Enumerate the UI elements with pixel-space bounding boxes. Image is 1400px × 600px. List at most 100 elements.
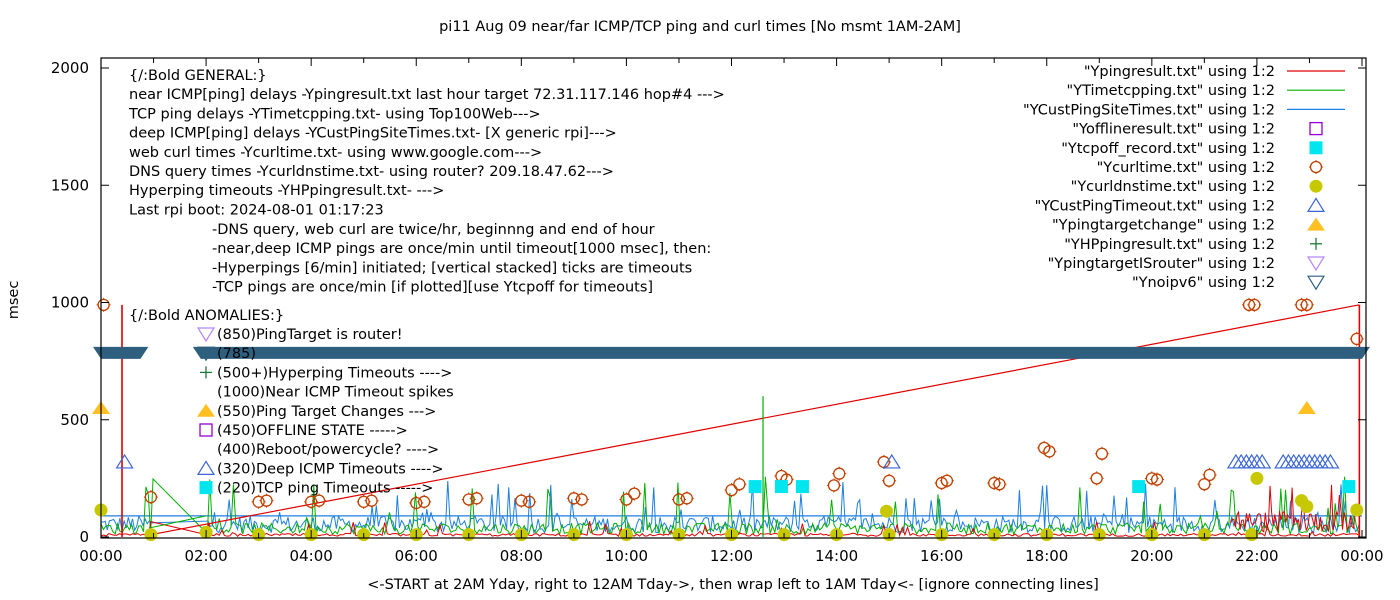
point-ycurltimetxt [826, 478, 841, 493]
legend-entry-label: "Ycurltime.txt" using 1:2 [1097, 160, 1275, 176]
series-line-ypingresult-late [1230, 484, 1356, 533]
point-ycurltimetxt [566, 491, 581, 506]
legend-entry-marker [1309, 160, 1323, 174]
anomaly-marker [196, 346, 216, 362]
point-ypingtargetchange [1297, 401, 1316, 415]
point-ycurltimetxt [939, 473, 954, 488]
series-line-ytimetcpping [100, 476, 1360, 536]
point-ycurltimetxt [312, 493, 327, 508]
point-ycurltimetxt-shape [417, 495, 431, 508]
point-ycurldnstimetxt [1245, 528, 1259, 542]
point-ycurltimetxt [987, 476, 1002, 491]
point-ycurldnstimetxt [879, 504, 893, 518]
legend-entry-marker [1306, 275, 1326, 291]
point-ytcpoffrecordtxt-shape [795, 480, 809, 494]
note-indented-line: -TCP pings are once/min [if plotted][use… [212, 280, 653, 296]
point-ycustpingtimeouttxt [1279, 453, 1298, 469]
point-ycustpingtimeouttxt [1237, 453, 1256, 469]
x-tick-label: 06:00 [395, 547, 438, 565]
x-tick-label: 20:00 [1130, 547, 1173, 565]
legend-entry-marker-shape [1306, 256, 1326, 272]
anomaly-label: (850)PingTarget is router! [217, 327, 403, 343]
axes: 0 500 1000 1500 2000 00:00 02:00 04:00 06:00 08:0… [51, 57, 1384, 565]
point-ycurltimetxt [1197, 477, 1212, 492]
legend-entry-marker [1306, 256, 1326, 272]
point-ycustpingtimeouttxt-shape [1321, 453, 1340, 469]
point-ycurldnstimetxt-shape [1300, 500, 1314, 514]
anomaly-label: (500+)Hyperping Timeouts ----> [217, 365, 452, 381]
point-ycustpingtimeouttxt [1300, 453, 1319, 469]
y-tick-label: 1000 [51, 294, 89, 312]
point-ycurltimetxt [1349, 331, 1364, 346]
point-ycurldnstimetxt [1250, 471, 1264, 485]
point-ycurltimetxt-shape [365, 494, 378, 507]
point-ycurldnstimetxt [1300, 500, 1314, 514]
note-line: web curl times -Ycurltime.txt- using www… [129, 145, 542, 161]
point-ycustpingtimeouttxt [882, 453, 901, 469]
point-ycurltimetxt-shape [252, 495, 265, 508]
point-ycustpingtimeouttxt-shape [1253, 453, 1272, 469]
point-ycurltimetxt-shape [827, 479, 841, 492]
legend-entry-label: "Yofflineresult.txt" using 1:2 [1072, 122, 1275, 138]
legend-entry-marker-shape [1309, 179, 1323, 193]
note-indented-line: -near,deep ICMP pings are once/min until… [212, 241, 711, 257]
legend-entry-marker [1306, 197, 1326, 212]
point-ycurltimetxt-shape [567, 492, 581, 505]
point-ycustpingtimeouttxt-shape [1289, 453, 1309, 469]
chart-title: pi11 Aug 09 near/far ICMP/TCP ping and c… [439, 19, 961, 35]
point-ytcpoffrecordtxt [748, 480, 762, 494]
note-line: DNS query times -Ycurldnstime.txt- using… [129, 164, 614, 180]
point-ycurltimetxt-shape [575, 493, 588, 506]
point-ycurltimetxt [1042, 444, 1057, 459]
anomaly-marker [196, 327, 216, 343]
legend-entry-marker-shape [1309, 121, 1323, 136]
anomaly-label: (785) [217, 346, 256, 362]
point-ycurltimetxt-shape [1090, 472, 1103, 485]
anomaly-marker [196, 460, 216, 475]
point-ycurltimetxt-shape [1350, 332, 1363, 345]
note-line: deep ICMP[ping] delays -YCustPingSiteTim… [129, 126, 617, 142]
anomalies-title: {/:Bold ANOMALIES:} [129, 308, 284, 324]
point-ytcpoffrecordtxt [1132, 480, 1146, 494]
point-ycustpingtimeouttxt-shape [1247, 453, 1266, 469]
x-tick-label: 00:00 [1340, 547, 1383, 565]
point-ycurltimetxt-shape [733, 478, 746, 491]
point-ycustpingtimeouttxt-shape [1242, 453, 1261, 469]
legend-entry-label: "YTimetcpping.txt" using 1:2 [1067, 83, 1275, 99]
x-tick-label: 02:00 [184, 547, 227, 565]
legend-entry-label: "Ypingtargetchange" using 1:2 [1052, 218, 1275, 234]
point-ycurltimetxt [732, 477, 747, 492]
point-ycustpingtimeouttxt-shape [1305, 453, 1324, 469]
legend-entry-marker [1309, 121, 1323, 136]
point-ycurltimetxt [1294, 297, 1309, 312]
note-line: near ICMP[ping] delays -Ypingresult.txt … [129, 87, 725, 103]
x-tick-label: 12:00 [710, 547, 753, 565]
anomaly-marker [199, 481, 213, 495]
ynoipv6-band [192, 346, 1371, 359]
point-ycurltimetxt [627, 486, 642, 501]
anomaly-label: (450)OFFLINE STATE -----> [217, 423, 408, 439]
series-line-ypingresult [100, 521, 1360, 538]
y-tick-label: 1500 [51, 176, 89, 194]
point-ycurltimetxt [679, 491, 694, 506]
point-ycustpingtimeouttxt [1247, 453, 1266, 469]
point-ycurltimetxt [882, 473, 897, 488]
point-ytcpoffrecordtxt [774, 480, 788, 494]
point-ycurltimetxt [724, 483, 739, 498]
point-ycurltimetxt [832, 466, 847, 481]
x-tick-label: 04:00 [290, 547, 333, 565]
point-ytcpoffrecordtxt-shape [748, 480, 762, 494]
point-ycustpingtimeouttxt [1253, 453, 1272, 469]
point-ycurldnstimetxt-shape [144, 528, 158, 542]
legend-entry-label: "Ycurldnstime.txt" using 1:2 [1071, 179, 1275, 195]
anomaly-label: (220)TCP ping Timeouts -----> [217, 481, 433, 497]
plot-frame [100, 57, 1367, 539]
point-ycustpingtimeouttxt [1284, 453, 1303, 469]
point-ycurltimetxt-shape [833, 467, 846, 480]
point-ycurldnstimetxt [1350, 503, 1364, 517]
point-ycurltimetxt [992, 477, 1007, 492]
point-ycustpingtimeouttxt [1305, 453, 1324, 469]
y-axis-label: msec [6, 281, 22, 320]
legend-entry-marker [1309, 141, 1323, 155]
